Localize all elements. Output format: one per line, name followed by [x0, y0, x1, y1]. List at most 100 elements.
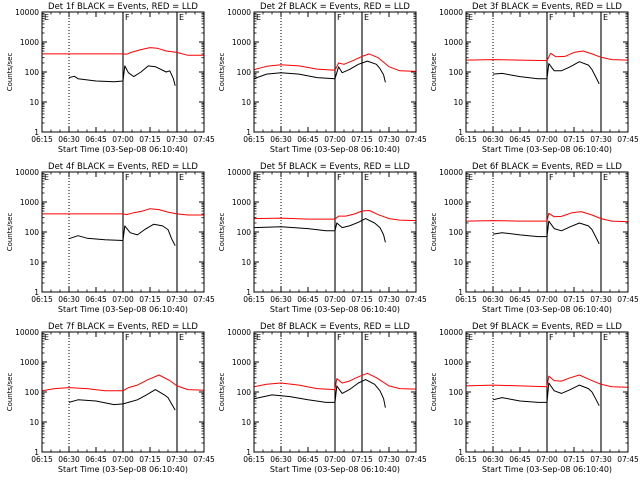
y-tick-label: 10 — [453, 98, 463, 107]
panel-4: Det 4f BLACK = Events, RED = LLD Counts/s… — [6, 162, 215, 314]
y-tick-label: 1 — [458, 288, 463, 297]
x-tick-label: 07:15 — [351, 135, 373, 144]
y-tick-label: 100 — [25, 228, 40, 237]
y-tick-label: 1000 — [444, 38, 463, 47]
x-tick-label: 06:15 — [243, 295, 265, 304]
lld-series-line — [253, 372, 417, 391]
x-tick-label: 07:00 — [324, 455, 346, 464]
x-axis-label: Start Time (03-Sep-08 06:10:40) — [270, 465, 400, 474]
x-tick-label: 07:45 — [405, 295, 427, 304]
panel-5: Det 5f BLACK = Events, RED = LLD Counts/s… — [218, 162, 427, 314]
marker-label: F — [125, 333, 130, 342]
lld-series-line — [41, 374, 205, 392]
marker-label: E — [364, 13, 369, 22]
x-tick-label: 06:45 — [85, 455, 107, 464]
y-tick-label: 1 — [34, 448, 39, 457]
y-axis-label: Counts/sec — [6, 373, 14, 412]
x-tick-label: 07:30 — [590, 295, 612, 304]
x-tick-label: 07:45 — [193, 295, 215, 304]
x-axis-label: Start Time (03-Sep-08 06:10:40) — [58, 465, 188, 474]
plot-frame — [253, 11, 417, 133]
y-tick-label: 100 — [237, 228, 252, 237]
x-axis-label: Start Time (03-Sep-08 06:10:40) — [58, 305, 188, 314]
marker-label: E — [44, 173, 49, 182]
x-tick-label: 07:30 — [166, 455, 188, 464]
panel-8: Det 8f BLACK = Events, RED = LLD Counts/s… — [218, 322, 427, 474]
x-tick-label: 07:00 — [112, 455, 134, 464]
marker-label: E — [468, 333, 473, 342]
lld-series-line — [465, 374, 629, 388]
panel-title: Det 4f BLACK = Events, RED = LLD — [48, 162, 198, 172]
y-tick-label: 10 — [29, 98, 39, 107]
x-tick-label: 07:45 — [193, 455, 215, 464]
x-tick-label: 06:15 — [243, 455, 265, 464]
x-tick-label: 07:15 — [351, 455, 373, 464]
lld-series-line — [465, 50, 629, 62]
x-axis-label: Start Time (03-Sep-08 06:10:40) — [482, 465, 612, 474]
x-tick-label: 07:00 — [324, 135, 346, 144]
y-tick-label: 1000 — [444, 358, 463, 367]
y-tick-label: 1000 — [20, 358, 39, 367]
y-axis-label: Counts/sec — [430, 373, 438, 412]
marker-label: F — [125, 13, 130, 22]
y-tick-label: 100 — [449, 388, 464, 397]
x-tick-label: 06:30 — [58, 455, 80, 464]
marker-label: E — [468, 13, 473, 22]
y-axis-label: Counts/sec — [6, 213, 14, 252]
y-tick-label: 100 — [25, 388, 40, 397]
x-tick-label: 06:45 — [297, 295, 319, 304]
panel-1: Det 1f BLACK = Events, RED = LLD Counts/s… — [6, 2, 215, 154]
x-tick-label: 07:00 — [536, 295, 558, 304]
marker-label: E — [603, 173, 608, 182]
events-series-line — [253, 218, 386, 243]
plot-frame — [41, 331, 205, 453]
x-tick-label: 07:00 — [536, 135, 558, 144]
plot-frame — [465, 171, 629, 293]
marker-label: F — [125, 173, 130, 182]
lld-series-line — [42, 47, 204, 56]
x-tick-label: 07:15 — [351, 295, 373, 304]
marker-label: E — [468, 173, 473, 182]
marker-label: E — [179, 333, 184, 342]
x-axis-label: Start Time (03-Sep-08 06:10:40) — [482, 145, 612, 154]
y-tick-label: 1000 — [444, 198, 463, 207]
marker-label: E — [603, 13, 608, 22]
y-tick-label: 1 — [34, 288, 39, 297]
marker-label: F — [549, 333, 554, 342]
panel-9: Det 9f BLACK = Events, RED = LLD Counts/s… — [430, 322, 639, 474]
marker-label: E — [44, 13, 49, 22]
panel-title: Det 2f BLACK = Events, RED = LLD — [260, 2, 410, 12]
x-tick-label: 06:45 — [85, 135, 107, 144]
marker-label: E — [256, 333, 261, 342]
y-tick-label: 1 — [458, 128, 463, 137]
events-series-line — [68, 223, 176, 246]
x-tick-label: 06:15 — [31, 135, 53, 144]
plot-frame — [465, 11, 629, 133]
y-tick-label: 10 — [241, 258, 251, 267]
y-tick-label: 1 — [246, 288, 251, 297]
panel-title: Det 3f BLACK = Events, RED = LLD — [472, 2, 622, 12]
x-tick-label: 06:45 — [509, 295, 531, 304]
lld-series-line — [253, 210, 417, 222]
x-tick-label: 06:45 — [85, 295, 107, 304]
y-axis-label: Counts/sec — [218, 373, 226, 412]
x-tick-label: 07:15 — [139, 455, 161, 464]
events-series-line — [492, 220, 600, 245]
y-tick-label: 10000 — [227, 8, 251, 17]
lld-series-line — [253, 53, 417, 72]
panel-title: Det 6f BLACK = Events, RED = LLD — [472, 162, 622, 172]
x-tick-label: 07:00 — [112, 135, 134, 144]
y-tick-label: 1 — [34, 128, 39, 137]
marker-label: E — [603, 333, 608, 342]
x-tick-label: 06:30 — [58, 135, 80, 144]
x-tick-label: 06:30 — [482, 295, 504, 304]
y-tick-label: 10000 — [227, 168, 251, 177]
y-tick-label: 1000 — [20, 198, 39, 207]
y-tick-label: 100 — [25, 68, 40, 77]
y-tick-label: 1000 — [232, 198, 251, 207]
x-tick-label: 06:15 — [243, 135, 265, 144]
x-tick-label: 06:15 — [455, 295, 477, 304]
x-tick-label: 06:45 — [297, 135, 319, 144]
